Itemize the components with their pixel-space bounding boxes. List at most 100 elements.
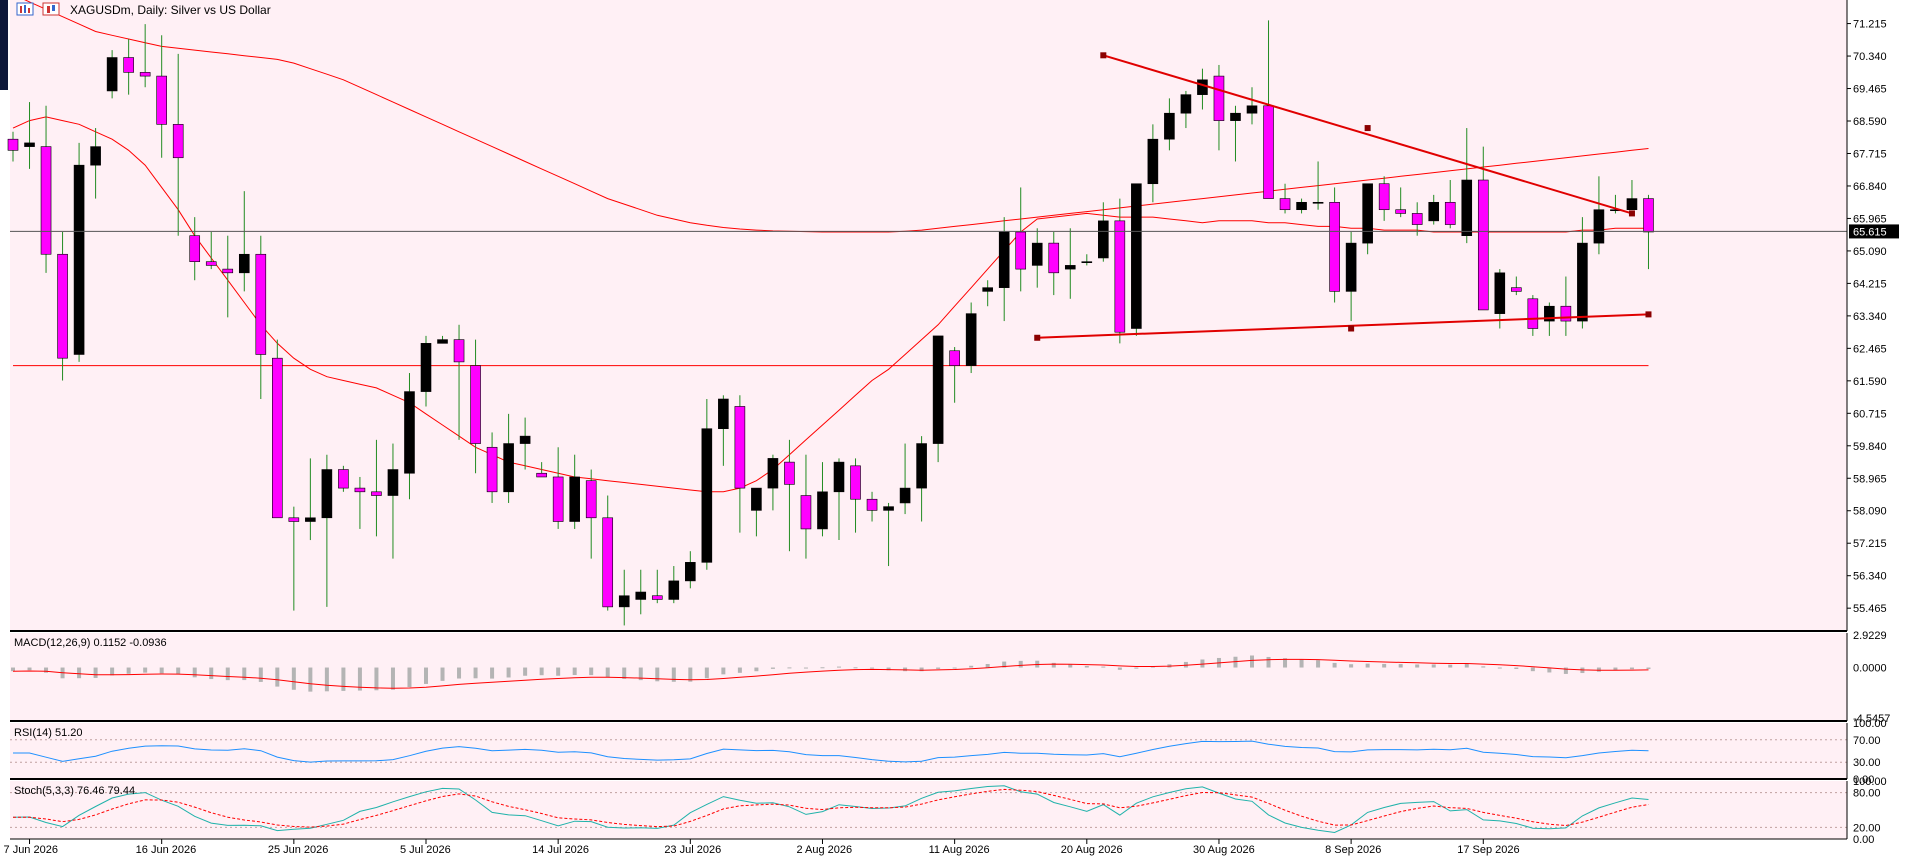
candle-body <box>1230 112 1241 121</box>
candle <box>1577 217 1588 329</box>
candle <box>1279 183 1291 214</box>
trendlines[interactable] <box>1034 52 1652 341</box>
candle <box>404 373 415 500</box>
candle-body <box>1098 220 1109 259</box>
macd-bar <box>886 667 891 671</box>
price-panel[interactable]: 71.215 70.340 69.465 68.590 67.715 66.840 65.9… <box>7 0 1899 631</box>
macd-bar <box>539 667 544 676</box>
candle-body <box>288 517 300 522</box>
macd-bar <box>77 667 82 679</box>
candle-body <box>321 469 333 519</box>
candle-body <box>470 365 481 444</box>
candle <box>156 35 167 158</box>
macd-panel[interactable]: 2.9229 0.0000 -4.5457 MACD(12,26,9) 0.1152… <box>10 630 1890 725</box>
candle <box>470 339 481 474</box>
macd-bar <box>1349 664 1354 668</box>
macd-bar <box>1332 662 1337 668</box>
candle-body <box>1511 287 1522 292</box>
candle <box>1164 98 1175 151</box>
macd-bar <box>787 667 792 669</box>
candle-body <box>635 591 647 600</box>
rsi-panel[interactable]: 100.00 70.00 30.00 0.00 RSI(14) 51.20 <box>10 718 1887 786</box>
macd-bar <box>1613 667 1618 671</box>
macd-tick-label: -4.5457 <box>1853 713 1890 725</box>
price-tick-label: 66.840 <box>1853 181 1887 193</box>
candle-body <box>387 469 399 496</box>
macd-bar <box>93 667 98 678</box>
macd-bar <box>110 667 115 676</box>
candle <box>569 454 580 529</box>
macd-bar <box>919 667 924 672</box>
candles <box>7 20 1654 626</box>
stoch-tick-label: 0.00 <box>1853 834 1874 846</box>
macd-bar <box>1464 663 1469 668</box>
candle-body <box>800 495 812 530</box>
candle <box>1444 180 1456 229</box>
candle-body <box>718 398 729 430</box>
macd-bar <box>985 664 990 668</box>
candle <box>602 495 614 611</box>
macd-bar <box>523 667 528 676</box>
time-axis: 7 Jun 2026 16 Jun 2026 25 Jun 2026 5 Jul 20… <box>4 839 1520 856</box>
candle-body <box>503 443 514 493</box>
candle-body <box>1345 242 1357 292</box>
candle <box>1362 183 1373 255</box>
trendline-anchor <box>1100 52 1107 59</box>
candle-body <box>1494 272 1506 314</box>
macd-bar <box>1629 667 1634 670</box>
macd-bar <box>44 667 49 673</box>
macd-tick-label: 0.0000 <box>1853 663 1887 675</box>
macd-bar <box>258 667 263 682</box>
candle-body <box>751 487 762 511</box>
candle-body <box>817 491 828 530</box>
candle-body <box>1643 198 1654 233</box>
macd-bar <box>605 667 610 678</box>
candle-body <box>1031 242 1043 266</box>
macd-bar <box>704 667 709 679</box>
candle-body <box>1296 201 1307 211</box>
candle <box>916 436 927 522</box>
candle-body <box>1081 261 1093 263</box>
time-tick-label: 23 Jul 2026 <box>664 844 721 856</box>
candle <box>1015 187 1027 292</box>
ma-fast-line <box>12 116 1649 493</box>
macd-bar <box>374 667 379 691</box>
candle <box>635 569 647 615</box>
candle-body <box>519 435 531 444</box>
candle <box>850 458 861 533</box>
candle <box>7 131 19 162</box>
stoch-signal-line <box>12 788 1649 828</box>
candle-body <box>172 124 184 159</box>
candle <box>189 217 201 281</box>
macd-bar <box>1431 664 1436 668</box>
candle-body <box>57 253 68 359</box>
macd-bar <box>473 667 478 679</box>
candle <box>1329 187 1340 303</box>
candle <box>800 454 812 559</box>
macd-bar <box>1018 660 1023 668</box>
macd-bar <box>721 667 726 675</box>
macd-bar <box>655 667 660 682</box>
candle-body <box>1577 242 1588 322</box>
candle-body <box>784 461 795 485</box>
candle-body <box>965 313 977 366</box>
candle-body <box>1312 201 1324 204</box>
candle <box>172 53 184 236</box>
macd-bar <box>952 667 957 669</box>
candle-body <box>40 146 52 255</box>
candle <box>73 142 85 362</box>
candle-body <box>833 461 845 493</box>
candle-body <box>139 72 151 77</box>
candle-body <box>1378 183 1390 211</box>
window-edge <box>0 0 8 90</box>
candle-body <box>1164 112 1175 140</box>
candle <box>965 302 977 374</box>
macd-bar <box>870 667 875 669</box>
candle <box>1378 176 1390 221</box>
price-readout-badge <box>1849 224 1899 239</box>
candle-body <box>982 287 993 292</box>
macd-bar <box>1068 664 1073 668</box>
